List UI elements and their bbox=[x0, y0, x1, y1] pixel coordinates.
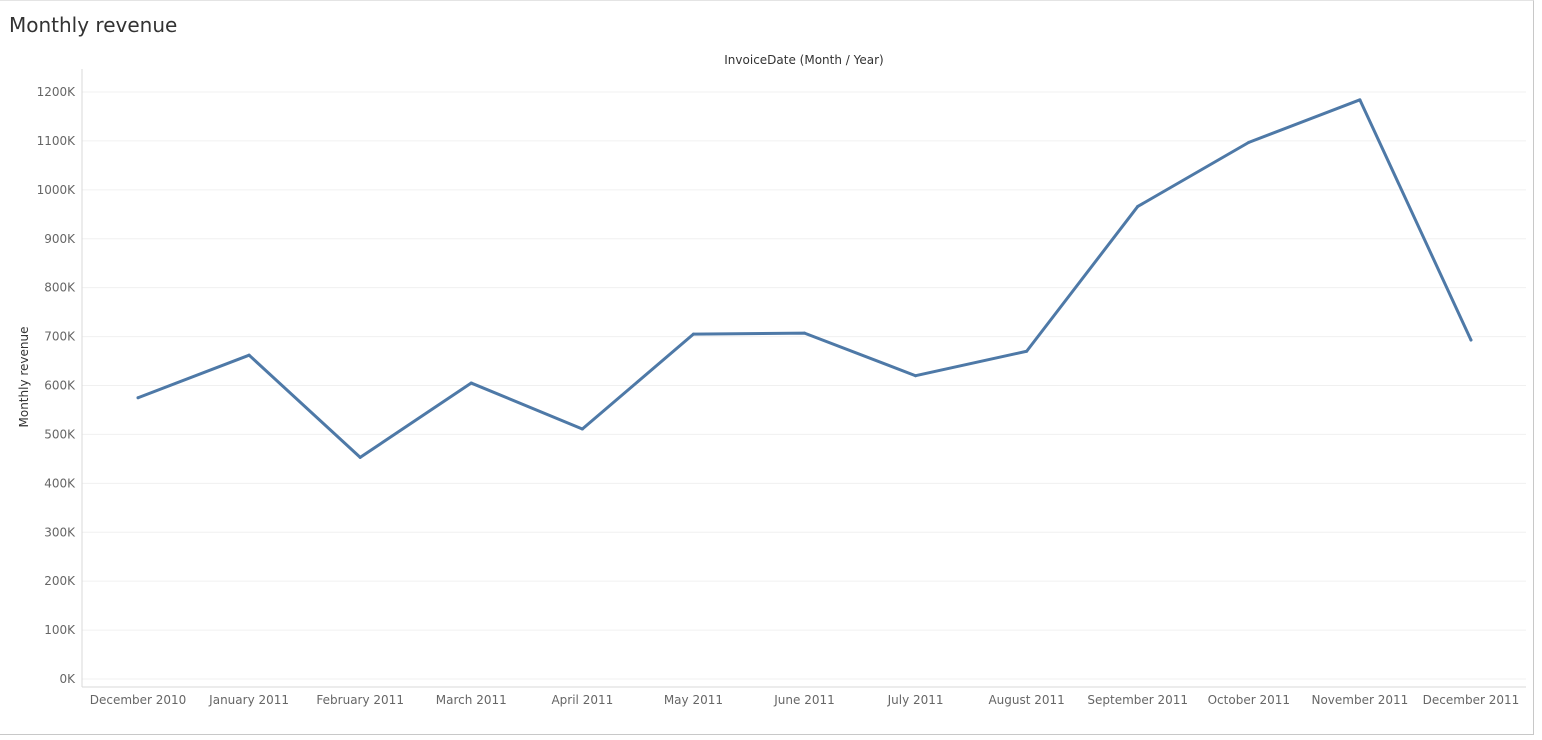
x-tick-label: August 2011 bbox=[988, 693, 1064, 707]
x-tick-label: January 2011 bbox=[208, 693, 289, 707]
data-point bbox=[580, 427, 584, 431]
x-tick-label: November 2011 bbox=[1311, 693, 1408, 707]
y-axis-title: Monthly revenue bbox=[17, 327, 31, 428]
data-point bbox=[136, 396, 140, 400]
y-tick-label: 500K bbox=[44, 427, 76, 441]
series-line bbox=[136, 98, 1473, 459]
x-tick-label: April 2011 bbox=[551, 693, 613, 707]
data-point bbox=[358, 455, 362, 459]
y-tick-label: 200K bbox=[44, 574, 76, 588]
data-point bbox=[1136, 204, 1140, 208]
y-tick-label: 400K bbox=[44, 476, 76, 490]
data-point bbox=[691, 332, 695, 336]
y-tick-label: 300K bbox=[44, 525, 76, 539]
x-tick-label: December 2011 bbox=[1423, 693, 1520, 707]
y-tick-label: 800K bbox=[44, 281, 76, 295]
y-tick-label: 700K bbox=[44, 330, 76, 344]
y-tick-label: 100K bbox=[44, 623, 76, 637]
x-tick-label: June 2011 bbox=[773, 693, 835, 707]
x-axis-title: InvoiceDate (Month / Year) bbox=[724, 53, 883, 67]
x-tick-label: December 2010 bbox=[90, 693, 187, 707]
data-point bbox=[1469, 338, 1473, 342]
page-title: Monthly revenue bbox=[9, 13, 178, 37]
y-tick-label: 0K bbox=[59, 672, 76, 686]
data-point bbox=[247, 353, 251, 357]
data-point bbox=[469, 381, 473, 385]
x-tick-label: May 2011 bbox=[664, 693, 723, 707]
x-tick-label: February 2011 bbox=[316, 693, 404, 707]
x-tick-label: March 2011 bbox=[436, 693, 507, 707]
data-point bbox=[1025, 349, 1029, 353]
y-tick-label: 1100K bbox=[37, 134, 77, 148]
x-tick-label: July 2011 bbox=[887, 693, 944, 707]
data-point bbox=[803, 331, 806, 335]
y-tick-label: 1200K bbox=[37, 85, 77, 99]
x-tick-label: October 2011 bbox=[1208, 693, 1290, 707]
data-point bbox=[914, 374, 918, 378]
x-tick-label: September 2011 bbox=[1087, 693, 1188, 707]
y-tick-label: 600K bbox=[44, 379, 76, 393]
y-tick-label: 1000K bbox=[37, 183, 77, 197]
data-point bbox=[1247, 140, 1251, 144]
data-point bbox=[1358, 98, 1362, 102]
y-tick-label: 900K bbox=[44, 232, 76, 246]
